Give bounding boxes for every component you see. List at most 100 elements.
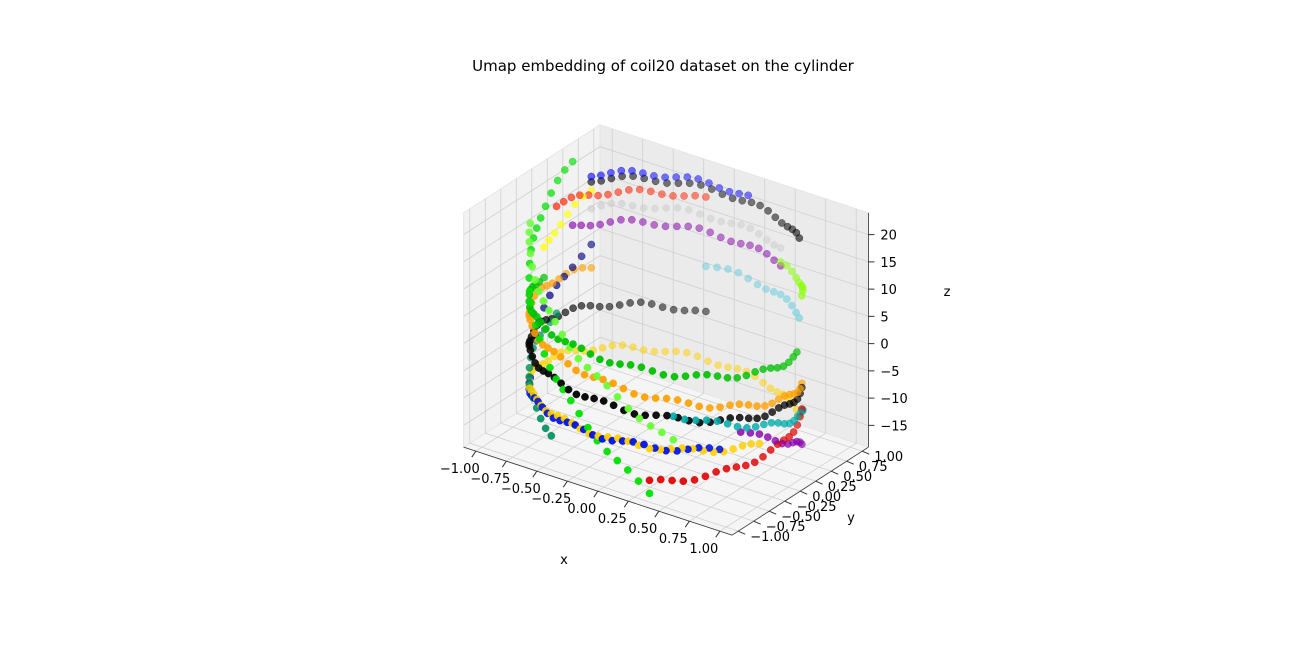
z-tick-label: 0 <box>880 338 888 353</box>
scatter-point <box>572 390 581 399</box>
scatter-point <box>550 347 558 356</box>
x-tick-label: −0.75 <box>470 472 510 487</box>
scatter-point <box>735 400 744 409</box>
scatter-point <box>764 206 772 215</box>
scatter-point <box>619 384 628 393</box>
scatter-point <box>646 422 655 430</box>
scatter-point <box>714 361 722 370</box>
scatter-point <box>795 314 804 322</box>
chart-title: Umap embedding of coil20 dataset on the … <box>472 57 855 75</box>
scatter-point <box>669 192 677 200</box>
scatter-point <box>770 256 778 265</box>
scatter-point <box>563 210 572 219</box>
scatter-point <box>683 173 692 181</box>
scatter-point <box>614 188 623 197</box>
scatter-point <box>747 440 756 448</box>
scatter-point <box>766 384 775 393</box>
scatter-point <box>646 187 655 196</box>
y-tick-label: 0.75 <box>859 460 888 475</box>
scatter-point <box>713 372 722 380</box>
z-tick-label: −15 <box>880 419 907 434</box>
scatter-point <box>547 331 556 339</box>
scatter-point <box>561 337 570 346</box>
scatter-point <box>553 176 562 185</box>
scatter-point <box>759 452 767 461</box>
scatter-point <box>691 191 699 200</box>
x-tick-label: −1.00 <box>440 462 480 477</box>
scatter-point <box>650 221 659 229</box>
scatter-point <box>693 352 702 361</box>
scatter-point <box>639 169 647 177</box>
scatter-point <box>650 347 659 356</box>
scatter-point <box>768 408 777 416</box>
scatter-point <box>756 201 764 210</box>
scatter-point <box>595 302 604 311</box>
scatter-point <box>735 189 743 198</box>
y-tick-label: 0.50 <box>843 470 872 485</box>
scatter-point <box>613 393 622 401</box>
scatter-point <box>716 403 724 412</box>
z-tick-label: 10 <box>880 283 897 298</box>
scatter-point <box>691 416 700 425</box>
scatter-point <box>670 372 679 381</box>
scatter-point <box>797 291 806 300</box>
scatter-point <box>598 343 607 352</box>
scatter-point <box>780 392 789 400</box>
scatter-point <box>695 402 704 411</box>
scatter-point <box>603 447 611 456</box>
scatter-point <box>691 306 700 315</box>
x-tick-mark <box>623 500 629 508</box>
grid-line-z <box>463 227 869 317</box>
scatter-point <box>742 371 751 380</box>
scatter-point <box>648 367 657 375</box>
scatter-point <box>782 261 791 270</box>
x-tick-label: 1.00 <box>689 542 718 557</box>
scatter-point <box>673 396 682 404</box>
scatter-point <box>639 204 648 212</box>
scatter-point <box>536 414 545 423</box>
scatter-point <box>673 222 681 231</box>
scatter-point <box>680 415 689 424</box>
scatter-point <box>656 475 665 484</box>
x-tick-mark <box>501 460 507 468</box>
scatter-point <box>684 399 693 407</box>
y-tick-mark <box>738 530 746 535</box>
scatter-point <box>771 437 780 445</box>
scatter-point <box>528 352 537 361</box>
grid-line-y <box>469 208 739 532</box>
scatter-point <box>759 365 768 374</box>
scatter-point <box>561 308 570 317</box>
scatter-point <box>701 472 710 481</box>
z-axis-label: z <box>944 285 951 300</box>
scatter-point <box>733 364 742 373</box>
scatter-point <box>537 318 545 327</box>
scatter-point <box>617 199 626 208</box>
y-tick-label: −0.25 <box>797 500 837 515</box>
scatter-point <box>545 306 553 315</box>
scatter-point <box>645 489 654 498</box>
scatter-point <box>607 168 615 177</box>
scatter-point <box>617 215 625 224</box>
scatter-point <box>597 171 605 180</box>
scatter-point <box>587 240 596 249</box>
scatter-point <box>773 363 782 372</box>
scatter-point <box>534 287 543 296</box>
scatter-point <box>525 373 534 381</box>
scatter-point <box>659 370 668 379</box>
scatter-point <box>763 433 772 441</box>
x-tick-label: 0.50 <box>628 522 657 537</box>
grid-line-x <box>506 138 644 462</box>
grid-line-z <box>463 282 869 372</box>
scatter-point <box>616 360 624 368</box>
scatter-point <box>645 444 654 453</box>
scatter-point <box>795 234 804 242</box>
scatter-point <box>746 241 754 250</box>
scatter-point <box>776 290 785 299</box>
scatter-point <box>661 222 670 231</box>
scatter-point <box>672 347 680 356</box>
scatter-point <box>528 262 537 271</box>
y-tick-mark <box>815 480 823 485</box>
scatter-point <box>572 366 580 375</box>
